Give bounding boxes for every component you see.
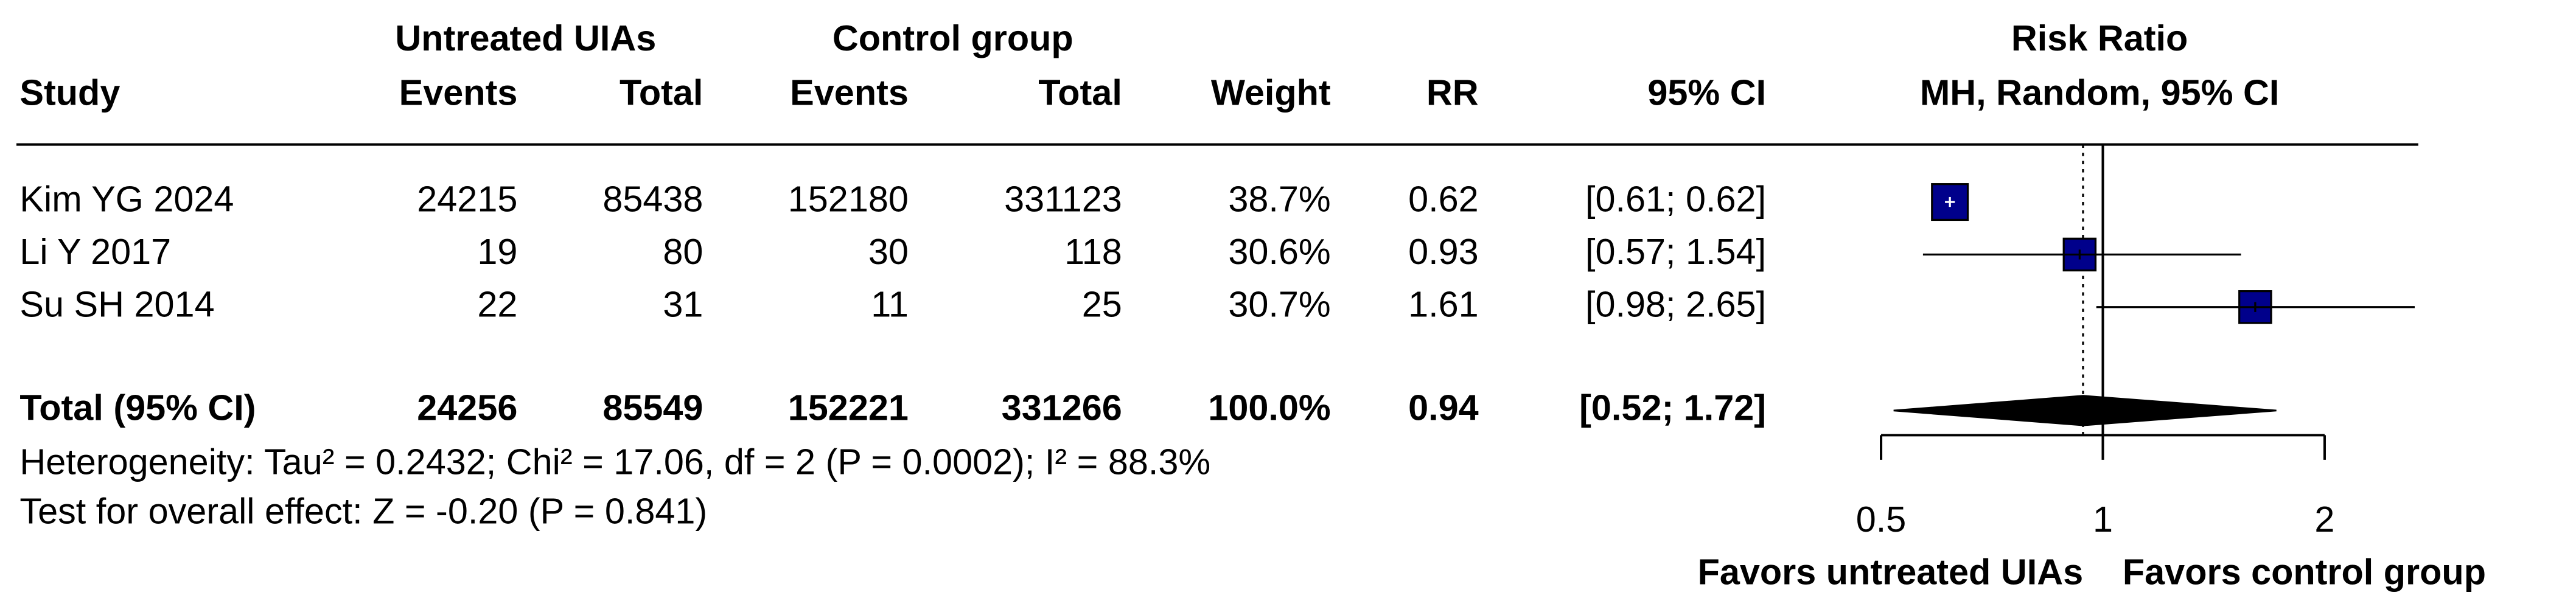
table-cell: 31	[663, 284, 703, 325]
table-cell: 22	[477, 284, 517, 325]
table-cell: 19	[477, 231, 517, 272]
table-cell: 152180	[788, 179, 909, 220]
table-cell: 0.93	[1408, 231, 1479, 272]
table-cell: 0.62	[1408, 179, 1479, 220]
table-cell: Su SH 2014	[19, 284, 214, 325]
x-tick-label: 1	[2093, 499, 2113, 540]
column-header: RR	[1426, 72, 1479, 113]
group-header: Risk Ratio	[2011, 18, 2188, 58]
table-cell: [0.61; 0.62]	[1585, 179, 1766, 220]
table-cell: 1.61	[1408, 284, 1479, 325]
total-cell: [0.52; 1.72]	[1579, 387, 1766, 428]
table-cell: 30.6%	[1228, 231, 1330, 272]
total-cell: 0.94	[1408, 387, 1479, 428]
column-header: 95% CI	[1647, 72, 1766, 113]
table-cell: 30.7%	[1228, 284, 1330, 325]
column-header: MH, Random, 95% CI	[1920, 72, 2280, 113]
table-cell: 24215	[417, 179, 517, 220]
table-cell: 118	[1064, 231, 1122, 272]
axis-label: Favors control group	[2123, 552, 2486, 592]
table-cell: Li Y 2017	[19, 231, 171, 272]
axis-label: Favors untreated UIAs	[1698, 552, 2084, 592]
column-header: Total	[1038, 72, 1122, 113]
column-header: Events	[790, 72, 909, 113]
total-cell: 100.0%	[1208, 387, 1330, 428]
total-cell: 331266	[1002, 387, 1122, 428]
overall-effect: Test for overall effect: Z = -0.20 (P = …	[19, 491, 707, 532]
total-cell: 152221	[788, 387, 909, 428]
table-cell: 85438	[602, 179, 703, 220]
total-cell: 85549	[602, 387, 703, 428]
column-header: Weight	[1211, 72, 1331, 113]
total-cell: Total (95% CI)	[19, 387, 256, 428]
heterogeneity: Heterogeneity: Tau² = 0.2432; Chi² = 17.…	[19, 442, 1210, 482]
table-cell: 11	[871, 284, 909, 325]
x-tick-label: 2	[2314, 499, 2334, 540]
pooled-diamond	[1893, 395, 2277, 426]
group-header: Untreated UIAs	[395, 18, 656, 58]
group-header: Control group	[832, 18, 1073, 58]
x-tick-label: 0.5	[1856, 499, 1907, 540]
column-header: Study	[19, 72, 120, 113]
table-cell: [0.98; 2.65]	[1585, 284, 1766, 325]
table-cell: 331123	[1004, 179, 1122, 220]
table-cell: 38.7%	[1228, 179, 1330, 220]
table-cell: [0.57; 1.54]	[1585, 231, 1766, 272]
table-cell: Kim YG 2024	[19, 179, 234, 220]
table-cell: 80	[663, 231, 703, 272]
table-cell: 25	[1082, 284, 1122, 325]
column-header: Total	[620, 72, 703, 113]
table-cell: 30	[868, 231, 909, 272]
column-header: Events	[399, 72, 518, 113]
total-cell: 24256	[417, 387, 517, 428]
